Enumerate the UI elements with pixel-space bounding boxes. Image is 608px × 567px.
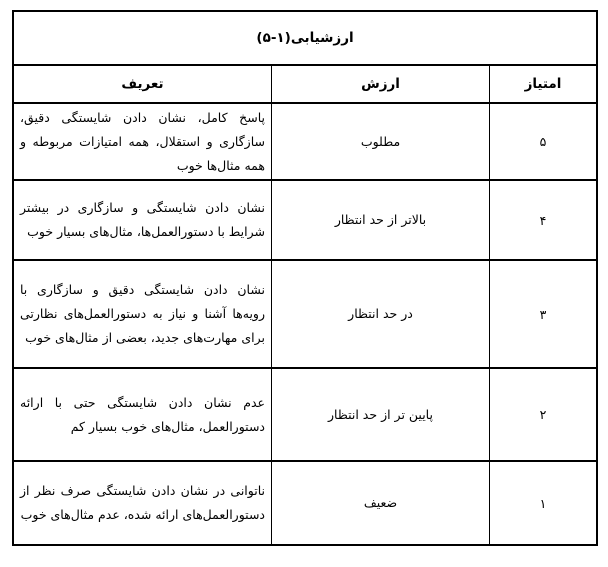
table-title: ارزشیابی(۱-۵): [12, 10, 598, 66]
score-cell: ۱: [489, 460, 598, 546]
value-cell: ضعیف: [271, 460, 490, 546]
score-cell: ۴: [489, 179, 598, 261]
header-score: امتیاز: [489, 64, 598, 104]
definition-cell: نشان دادن شایستگی دقیق و سازگاری با رویه…: [12, 259, 272, 369]
value-cell: پایین تر از حد انتظار: [271, 367, 490, 462]
value-cell: بالاتر از حد انتظار: [271, 179, 490, 261]
table-row: ۳ در حد انتظار نشان دادن شایستگی دقیق و …: [12, 259, 598, 369]
header-definition: تعریف: [12, 64, 272, 104]
value-cell: در حد انتظار: [271, 259, 490, 369]
table-row: ۵ مطلوب پاسخ کامل، نشان دادن شایستگی دقی…: [12, 102, 598, 181]
definition-cell: نشان دادن شایستگی و سازگاری در بیشتر شرا…: [12, 179, 272, 261]
value-cell: مطلوب: [271, 102, 490, 181]
header-value: ارزش: [271, 64, 490, 104]
evaluation-table: ارزشیابی(۱-۵) امتیاز ارزش تعریف ۵ مطلوب …: [12, 10, 598, 546]
score-cell: ۵: [489, 102, 598, 181]
definition-cell: ناتوانی در نشان دادن شایستگی صرف نظر از …: [12, 460, 272, 546]
table-row: ۴ بالاتر از حد انتظار نشان دادن شایستگی …: [12, 179, 598, 261]
table-row: ۲ پایین تر از حد انتظار عدم نشان دادن شا…: [12, 367, 598, 462]
definition-cell: عدم نشان دادن شایستگی حتی با ارائه دستور…: [12, 367, 272, 462]
score-cell: ۲: [489, 367, 598, 462]
header-row: امتیاز ارزش تعریف: [12, 64, 598, 104]
table-row: ۱ ضعیف ناتوانی در نشان دادن شایستگی صرف …: [12, 460, 598, 546]
definition-cell: پاسخ کامل، نشان دادن شایستگی دقیق، سازگا…: [12, 102, 272, 181]
score-cell: ۳: [489, 259, 598, 369]
